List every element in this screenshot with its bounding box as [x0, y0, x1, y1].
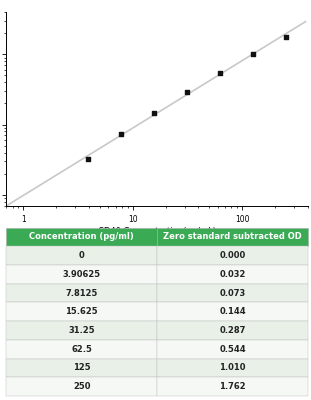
- Point: [118, 131, 123, 138]
- Point: [283, 34, 288, 40]
- Point: [86, 156, 91, 162]
- Point: [250, 51, 255, 57]
- Point: [184, 89, 189, 96]
- Point: [217, 70, 222, 76]
- X-axis label: CD40 Concentration(pg/mL): CD40 Concentration(pg/mL): [98, 226, 216, 236]
- Point: [151, 110, 156, 117]
